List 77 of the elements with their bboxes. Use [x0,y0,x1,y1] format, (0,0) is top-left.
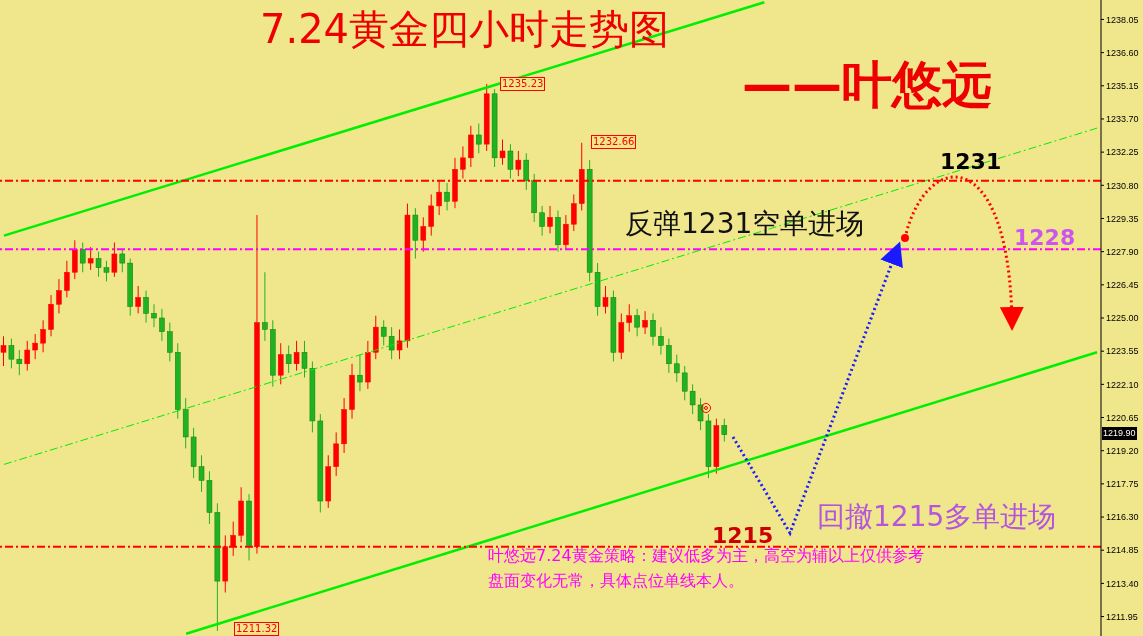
y-tick-label: 1229.35 [1106,213,1139,224]
y-tick-label: 1217.75 [1106,479,1139,490]
candlestick [666,338,672,374]
candlestick [119,248,126,273]
y-tick-label: 1227.90 [1106,246,1139,257]
candlestick [72,239,78,280]
candlestick [167,322,173,362]
y-tick-label: 1216.30 [1106,512,1139,523]
candlestick [111,242,118,278]
annotation: 叶悠远7.24黄金策略：建议低多为主，高空为辅以上仅供参考 [488,546,924,567]
candlestick [159,308,165,342]
y-tick-label: 1214.85 [1106,545,1139,556]
annotation: 反弹1231空单进场 [625,206,865,242]
y-tick-label: 1226.45 [1106,280,1139,291]
y-tick-label: 1213.40 [1106,578,1139,589]
text: 1219.90 [1102,427,1137,440]
candlestick [499,139,506,166]
candlestick [460,145,466,179]
y-tick-label: 1235.15 [1106,80,1139,91]
candlestick [32,333,38,360]
y-tick-label: 1225.00 [1106,313,1139,324]
candlestick [444,182,450,211]
y-tick-label: 1222.10 [1106,379,1139,390]
y-tick-label: 1219.20 [1106,445,1139,456]
candlestick [420,216,427,253]
candlestick [262,271,268,342]
candlestick [151,303,157,328]
candlestick [333,431,339,477]
candlestick [396,328,403,360]
candlestick [650,312,656,346]
candlestick [721,418,728,443]
y-tick-label: 1220.65 [1106,412,1139,423]
ref-line-label: 1231 [940,148,1002,174]
annotation: 1232.66 [591,135,637,149]
candlestick [135,285,141,314]
annotation: 1211.32 [234,622,280,636]
annotation: 1235.23 [500,77,546,91]
candlestick [428,193,434,237]
candlestick [79,242,86,273]
candlestick [285,344,292,374]
candlestick [602,285,609,314]
candlestick [64,260,70,298]
y-tick-label: 1223.55 [1106,346,1139,357]
y-tick-label: 1211.95 [1106,611,1138,622]
candlestick [674,354,680,383]
candlestick [24,340,31,372]
candlestick [357,354,363,392]
y-tick-label: 1230.80 [1106,180,1139,191]
candlestick [468,125,474,168]
candlestick [658,326,664,356]
candlestick [515,150,522,177]
candlestick [539,205,545,237]
y-tick-label: 1236.60 [1106,47,1139,58]
text: ——叶悠远 [742,55,992,116]
candlestick [563,214,569,250]
candlestick [143,290,149,324]
candlestick [476,123,482,154]
annotation: 盘面变化无常，具体点位单线本人。 [488,571,744,592]
y-tick-label: 1233.70 [1106,114,1139,125]
candlestick [547,205,553,234]
candlestick [293,340,300,372]
candlestick [571,193,577,232]
candlestick [642,310,648,335]
ref-line-label: 1228 [1014,225,1076,251]
candlestick [40,319,46,353]
candlestick [87,246,94,271]
annotation: 回撤1215多单进场 [817,499,1057,535]
candlestick [523,152,530,191]
candlestick [277,342,284,385]
candlestick [507,143,514,179]
candlestick [56,278,62,314]
y-tick-label: 1232.25 [1106,147,1139,158]
candlestick [626,303,632,333]
candlestick [0,335,7,367]
y-tick-label: 1238.05 [1106,14,1139,25]
candlestick [634,308,640,337]
ref-line-label: 1215 [712,522,774,548]
